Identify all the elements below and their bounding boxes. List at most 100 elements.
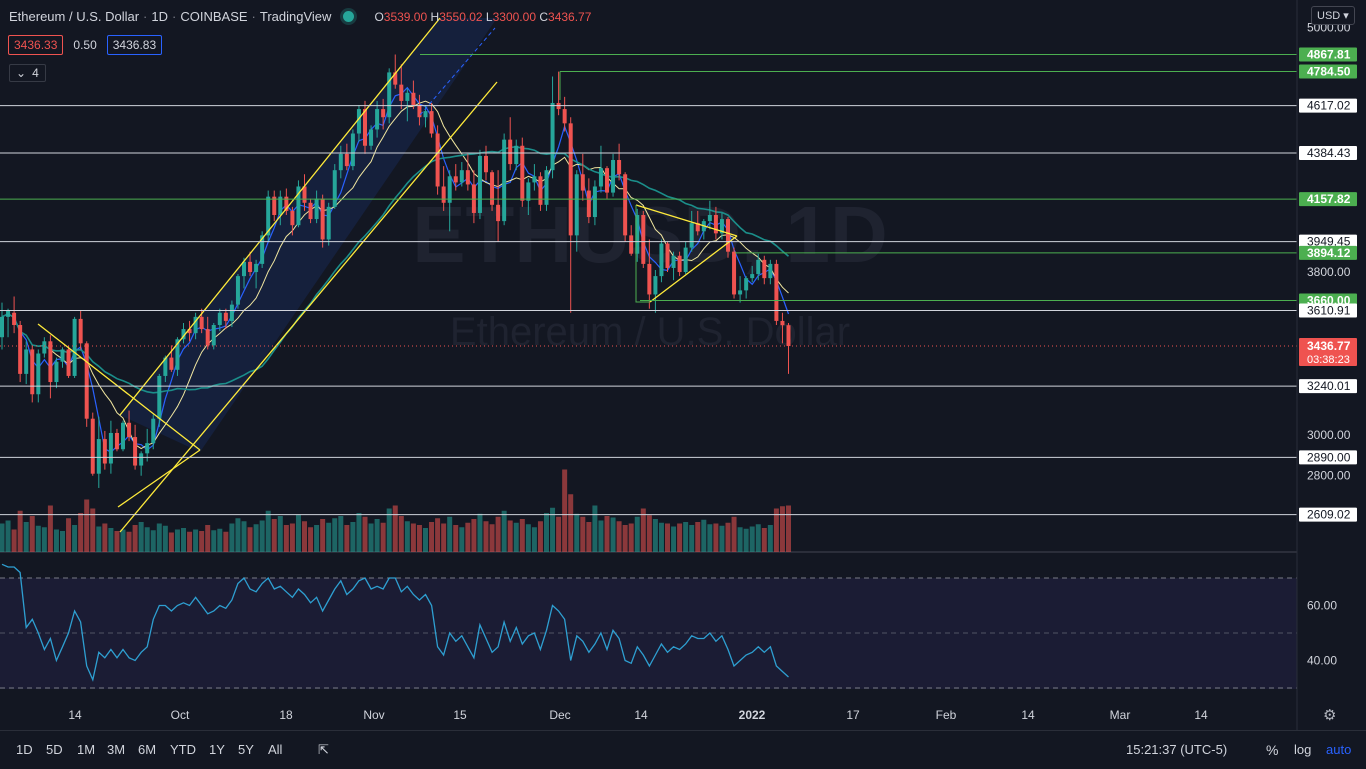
candle-body — [659, 243, 664, 277]
candle-body — [568, 123, 573, 236]
range-button-1y[interactable]: 1Y — [209, 742, 225, 757]
volume-bar — [634, 516, 640, 552]
volume-bar — [356, 513, 362, 552]
price-level-tag — [1299, 379, 1357, 394]
range-button-6m[interactable]: 6M — [138, 742, 157, 757]
candle-body — [290, 210, 295, 226]
price-level-tag — [1299, 47, 1357, 62]
channel-midline — [419, 27, 496, 116]
volume-bar — [72, 525, 78, 552]
price-level-tag — [1299, 192, 1357, 207]
candle-body — [435, 133, 440, 187]
volume-bar — [701, 519, 707, 552]
volume-bar — [338, 516, 344, 552]
volume-bar — [362, 516, 368, 552]
candle-body — [592, 186, 597, 218]
trendline — [37, 323, 201, 451]
settings-gear-icon[interactable]: ⚙ — [1323, 707, 1337, 724]
volume-bar — [767, 525, 773, 552]
volume-bar — [241, 521, 247, 552]
volume-bar — [435, 518, 441, 552]
rsi-line — [1, 563, 789, 682]
volume-bar — [259, 520, 265, 552]
symbol-title[interactable]: Ethereum / U.S. Dollar — [9, 9, 140, 24]
candle-body — [266, 196, 271, 236]
candle-body — [181, 329, 186, 340]
volume-bar — [193, 529, 199, 552]
volume-bar — [47, 505, 53, 552]
time-tick-label: 14 — [1021, 708, 1035, 722]
volume-bar — [174, 529, 180, 552]
volume-bar — [5, 520, 11, 552]
candle-body — [726, 219, 730, 252]
volume-bar — [665, 523, 670, 552]
range-button-1d[interactable]: 1D — [16, 742, 33, 757]
candle-body — [278, 196, 283, 216]
price-level-tag — [1299, 450, 1357, 465]
candle-body — [538, 176, 543, 205]
volume-bar — [719, 525, 725, 552]
candle-body — [90, 418, 95, 474]
volume-bar — [90, 508, 96, 552]
price-level-tag — [1299, 98, 1357, 113]
symbol-header[interactable]: Ethereum / U.S. Dollar · 1D · COINBASE ·… — [9, 9, 592, 24]
candle-body — [574, 174, 579, 236]
volume-bar — [138, 522, 144, 552]
volume-bar — [229, 523, 235, 552]
auto-scale-toggle[interactable]: auto — [1326, 742, 1352, 757]
volume-bar — [495, 516, 501, 552]
volume-bar — [404, 521, 410, 552]
candle-body — [774, 263, 779, 321]
range-button-ytd[interactable]: YTD — [170, 742, 196, 757]
candle-body — [302, 186, 307, 203]
buy-price-button[interactable]: 3436.83 — [106, 35, 163, 55]
volume-bar — [60, 531, 65, 552]
range-button-1m[interactable]: 1M — [77, 742, 96, 757]
log-scale-toggle[interactable]: log — [1294, 742, 1312, 757]
clock-timezone[interactable]: 15:21:37 (UTC-5) — [1126, 742, 1228, 757]
candle-body — [205, 329, 210, 346]
price-level-label: 4384.43 — [1307, 146, 1351, 160]
volume-bar — [302, 521, 307, 552]
time-tick-label: Oct — [171, 708, 190, 722]
range-button-5y[interactable]: 5Y — [238, 742, 254, 757]
market-status-icon[interactable] — [343, 11, 355, 22]
candle-body — [114, 432, 119, 450]
range-button-3m[interactable]: 3M — [107, 742, 126, 757]
volume-bar — [368, 523, 374, 552]
indicators-toggle-button[interactable]: ⌄ 4 — [9, 64, 46, 82]
candle-body — [242, 261, 246, 277]
candle-body — [6, 310, 11, 317]
volume-bar — [725, 522, 731, 552]
price-tick-label: 2800.00 — [1307, 469, 1351, 483]
volume-bar — [628, 523, 634, 552]
candle-body — [713, 215, 718, 234]
candle-body — [381, 109, 386, 118]
interval-label[interactable]: 1D — [151, 9, 169, 24]
candle-body — [284, 196, 289, 211]
range-button-all[interactable]: All — [268, 742, 283, 757]
volume-bar — [568, 494, 574, 552]
rsi-tick-label: 40.00 — [1307, 654, 1337, 668]
candle-body — [175, 339, 180, 370]
volume-bar — [671, 526, 677, 552]
sell-price-button[interactable]: 3436.33 — [8, 35, 64, 55]
candle-body — [550, 102, 555, 171]
volume-bar — [96, 526, 102, 552]
volume-bar — [652, 519, 658, 552]
candle-body — [78, 318, 83, 344]
goto-date-icon[interactable]: ⇱ — [318, 742, 329, 757]
volume-bar — [786, 505, 791, 552]
currency-select[interactable]: USD ▾ — [1311, 6, 1355, 25]
percent-scale-toggle[interactable]: % — [1266, 742, 1279, 758]
volume-bar — [604, 516, 610, 552]
volume-bar — [277, 516, 283, 552]
volume-bar — [314, 525, 320, 552]
candle-body — [695, 223, 700, 232]
candle-body — [60, 349, 65, 362]
candle-body — [586, 190, 591, 218]
range-button-5d[interactable]: 5D — [46, 742, 63, 757]
rsi-tick-label: 60.00 — [1307, 599, 1337, 613]
candle-body — [350, 133, 355, 167]
